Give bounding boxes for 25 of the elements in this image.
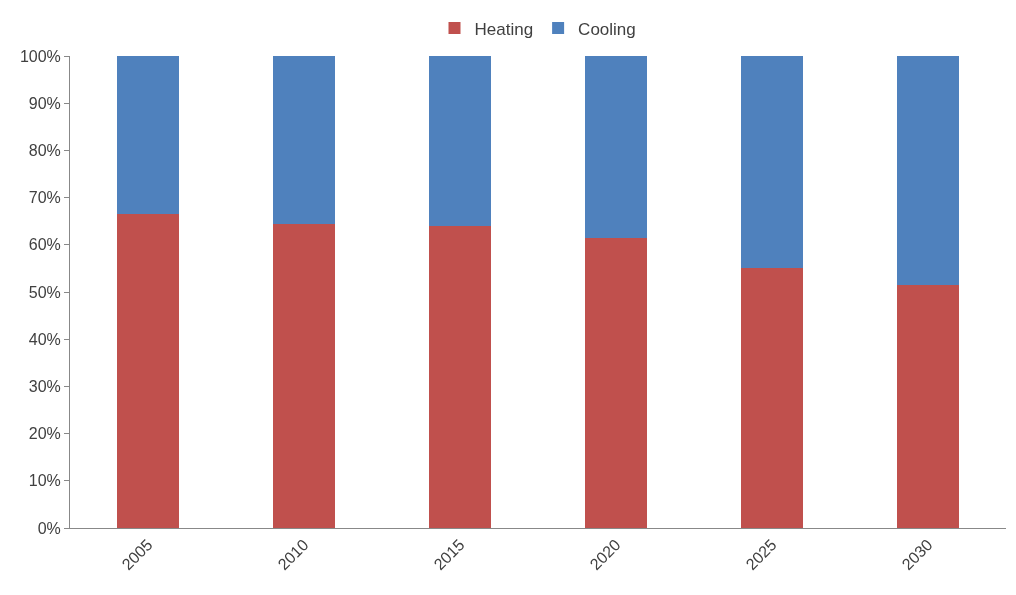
bar <box>428 225 492 528</box>
y-tick-label: 10% <box>28 472 61 490</box>
y-tick-label: 50% <box>28 283 61 301</box>
y-tick-label: 100% <box>19 47 61 65</box>
bar <box>272 223 336 528</box>
y-tick-label: 60% <box>28 236 61 254</box>
bar <box>584 56 648 238</box>
y-tick-label: 20% <box>28 425 61 443</box>
y-tick-label: 30% <box>28 378 61 395</box>
legend-label: Heating <box>474 19 534 39</box>
y-tick-label: 40% <box>28 330 61 348</box>
y-tick-label: 90% <box>28 94 61 112</box>
bar <box>896 284 960 528</box>
bar <box>740 56 804 269</box>
legend-label: Cooling <box>578 19 636 39</box>
bar <box>428 56 492 226</box>
bar <box>740 268 804 528</box>
bar <box>116 214 180 528</box>
bar <box>584 237 648 528</box>
y-tick-label: 0% <box>37 519 61 537</box>
y-tick-label: 70% <box>28 189 61 207</box>
bar <box>896 56 960 285</box>
y-tick-label: 80% <box>28 142 61 159</box>
bar <box>116 56 180 215</box>
bar <box>272 56 336 224</box>
